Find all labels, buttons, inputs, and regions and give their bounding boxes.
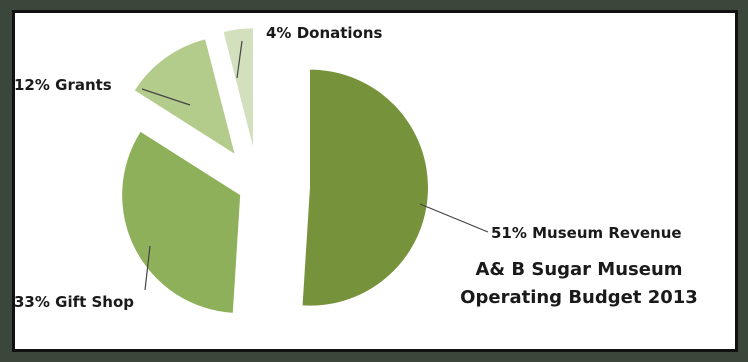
leader-line xyxy=(144,245,151,291)
leader-line xyxy=(419,203,489,233)
pie-slice-gift-shop xyxy=(122,131,241,313)
pie-slice-donations xyxy=(223,28,253,147)
chart-title-line-1: A& B Sugar Museum xyxy=(475,259,682,280)
leader-line xyxy=(141,88,191,106)
slice-labels: 51% Museum Revenue 33% Gift Shop 12% Grant… xyxy=(14,24,682,311)
leader-lines xyxy=(141,40,489,291)
slice-label: 12% Grants xyxy=(14,76,112,94)
pie-slice-grants xyxy=(134,39,235,154)
slice-label: 33% Gift Shop xyxy=(14,293,134,311)
pie-slice-museum-revenue xyxy=(302,69,428,306)
slice-label: 51% Museum Revenue xyxy=(491,224,682,242)
leader-line xyxy=(236,40,243,79)
slice-label: 4% Donations xyxy=(266,24,383,42)
pie-slices xyxy=(122,28,428,313)
chart-title-line-2: Operating Budget 2013 xyxy=(460,287,698,308)
